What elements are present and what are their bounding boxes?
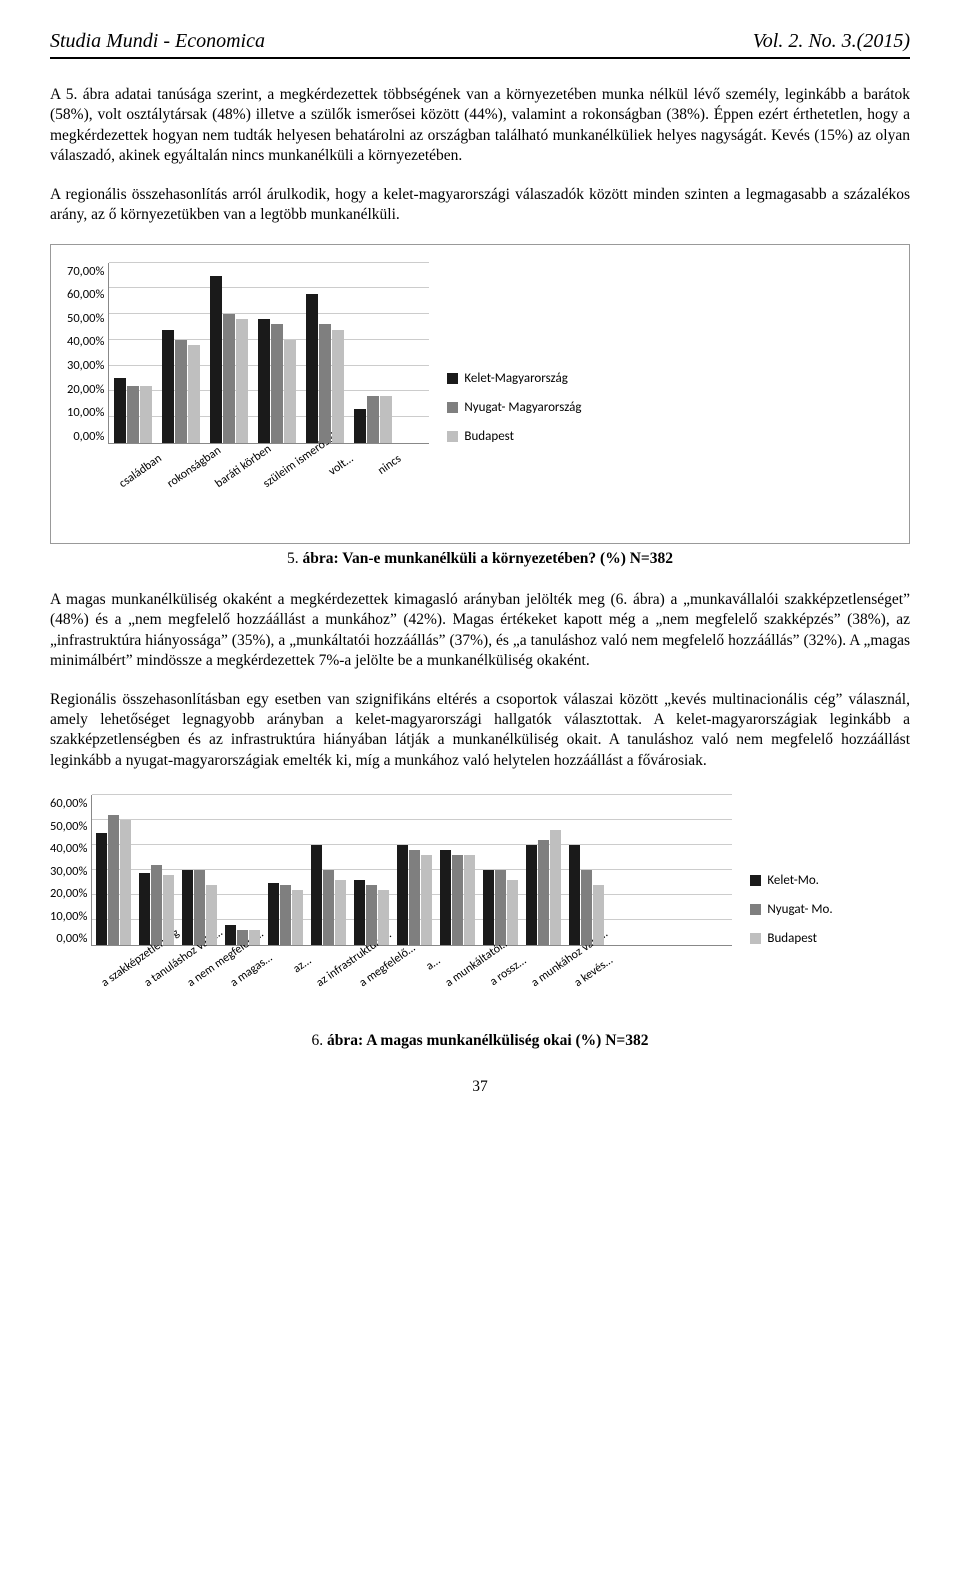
- legend-swatch: [447, 373, 458, 384]
- figure-5-caption: 5. ábra: Van-e munkanélküli a környezeté…: [50, 550, 910, 568]
- bar: [258, 319, 270, 442]
- ytick-label: 50,00%: [67, 311, 104, 326]
- bar: [206, 885, 217, 945]
- bar: [569, 845, 580, 945]
- bar: [249, 930, 260, 945]
- bar: [354, 880, 365, 945]
- bar: [139, 873, 150, 946]
- bar: [380, 396, 392, 442]
- issue: Vol. 2. No. 3.(2015): [753, 30, 910, 53]
- xtick-label: nincs: [357, 452, 404, 491]
- paragraph-1: A 5. ábra adatai tanúsága szerint, a meg…: [50, 85, 910, 167]
- bar: [550, 830, 561, 945]
- page-number: 37: [50, 1078, 910, 1096]
- bar: [271, 324, 283, 442]
- bar: [292, 890, 303, 945]
- legend-swatch: [750, 875, 761, 886]
- figure-5: 70,00% 60,00% 50,00% 40,00% 30,00% 20,00% 10,0…: [50, 244, 910, 544]
- bar: [210, 276, 222, 443]
- bar: [332, 330, 344, 443]
- bar: [421, 855, 432, 945]
- bar: [163, 875, 174, 945]
- chart-6: 60,00% 50,00% 40,00% 30,00% 20,00% 10,00% 0,00…: [50, 795, 910, 1026]
- ytick-label: 10,00%: [50, 909, 87, 924]
- bar: [120, 820, 131, 945]
- bar: [409, 850, 420, 945]
- ytick-label: 50,00%: [50, 819, 87, 834]
- bar: [354, 409, 366, 442]
- ytick-label: 60,00%: [67, 287, 104, 302]
- legend-label: Budapest: [464, 429, 514, 444]
- bar: [237, 930, 248, 945]
- bar: [127, 386, 139, 443]
- ytick-label: 0,00%: [50, 931, 87, 946]
- bar: [507, 880, 518, 945]
- bar: [335, 880, 346, 945]
- bar: [323, 870, 334, 945]
- bar: [140, 386, 152, 443]
- legend-swatch: [447, 431, 458, 442]
- bar: [464, 855, 475, 945]
- bar: [96, 833, 107, 946]
- legend: Kelet-Mo. Nyugat- Mo. Budapest: [732, 873, 832, 946]
- paragraph-2: A regionális összehasonlítás arról árulk…: [50, 185, 910, 226]
- legend-label: Nyugat- Mo.: [767, 902, 832, 917]
- bar: [581, 870, 592, 945]
- bar: [162, 330, 174, 443]
- running-header: Studia Mundi - Economica Vol. 2. No. 3.(…: [50, 30, 910, 53]
- bar: [225, 925, 236, 945]
- bar: [114, 378, 126, 442]
- legend-label: Nyugat- Magyarország: [464, 400, 581, 415]
- bar: [495, 870, 506, 945]
- ytick-label: 10,00%: [67, 405, 104, 420]
- legend-swatch: [750, 904, 761, 915]
- bar: [188, 345, 200, 443]
- legend-label: Kelet-Mo.: [767, 873, 819, 888]
- legend-swatch: [750, 933, 761, 944]
- bar: [175, 340, 187, 443]
- legend: Kelet-Magyarország Nyugat- Magyarország Bu…: [429, 371, 581, 444]
- figure-6: 60,00% 50,00% 40,00% 30,00% 20,00% 10,00% 0,00…: [50, 789, 910, 1026]
- paragraph-3: A magas munkanélküliség okaként a megkér…: [50, 590, 910, 672]
- ytick-label: 20,00%: [67, 382, 104, 397]
- bar: [151, 865, 162, 945]
- bar: [236, 319, 248, 442]
- chart-5: 70,00% 60,00% 50,00% 40,00% 30,00% 20,00% 10,0…: [67, 263, 893, 529]
- legend-label: Kelet-Magyarország: [464, 371, 567, 386]
- bar: [378, 890, 389, 945]
- bar: [280, 885, 291, 945]
- bar: [319, 324, 331, 442]
- ytick-label: 70,00%: [67, 264, 104, 279]
- ytick-label: 60,00%: [50, 796, 87, 811]
- bar: [182, 870, 193, 945]
- bar: [306, 294, 318, 443]
- ytick-label: 0,00%: [67, 429, 104, 444]
- ytick-label: 40,00%: [67, 334, 104, 349]
- bar: [311, 845, 322, 945]
- ytick-label: 30,00%: [50, 864, 87, 879]
- legend-label: Budapest: [767, 931, 817, 946]
- bar: [284, 340, 296, 443]
- figure-6-caption: 6. ábra: A magas munkanélküliség okai (%…: [50, 1032, 910, 1050]
- bar: [526, 845, 537, 945]
- bar: [440, 850, 451, 945]
- bar: [397, 845, 408, 945]
- legend-swatch: [447, 402, 458, 413]
- paragraph-4: Regionális összehasonlításban egy esetbe…: [50, 690, 910, 772]
- journal-name: Studia Mundi - Economica: [50, 30, 265, 53]
- bar: [108, 815, 119, 945]
- bar: [194, 870, 205, 945]
- bar: [268, 883, 279, 946]
- bar: [483, 870, 494, 945]
- bar: [452, 855, 463, 945]
- bar: [223, 314, 235, 443]
- bar: [538, 840, 549, 945]
- header-rule: [50, 57, 910, 59]
- bar: [593, 885, 604, 945]
- ytick-label: 20,00%: [50, 886, 87, 901]
- bar: [367, 396, 379, 442]
- ytick-label: 30,00%: [67, 358, 104, 373]
- ytick-label: 40,00%: [50, 841, 87, 856]
- bar: [366, 885, 377, 945]
